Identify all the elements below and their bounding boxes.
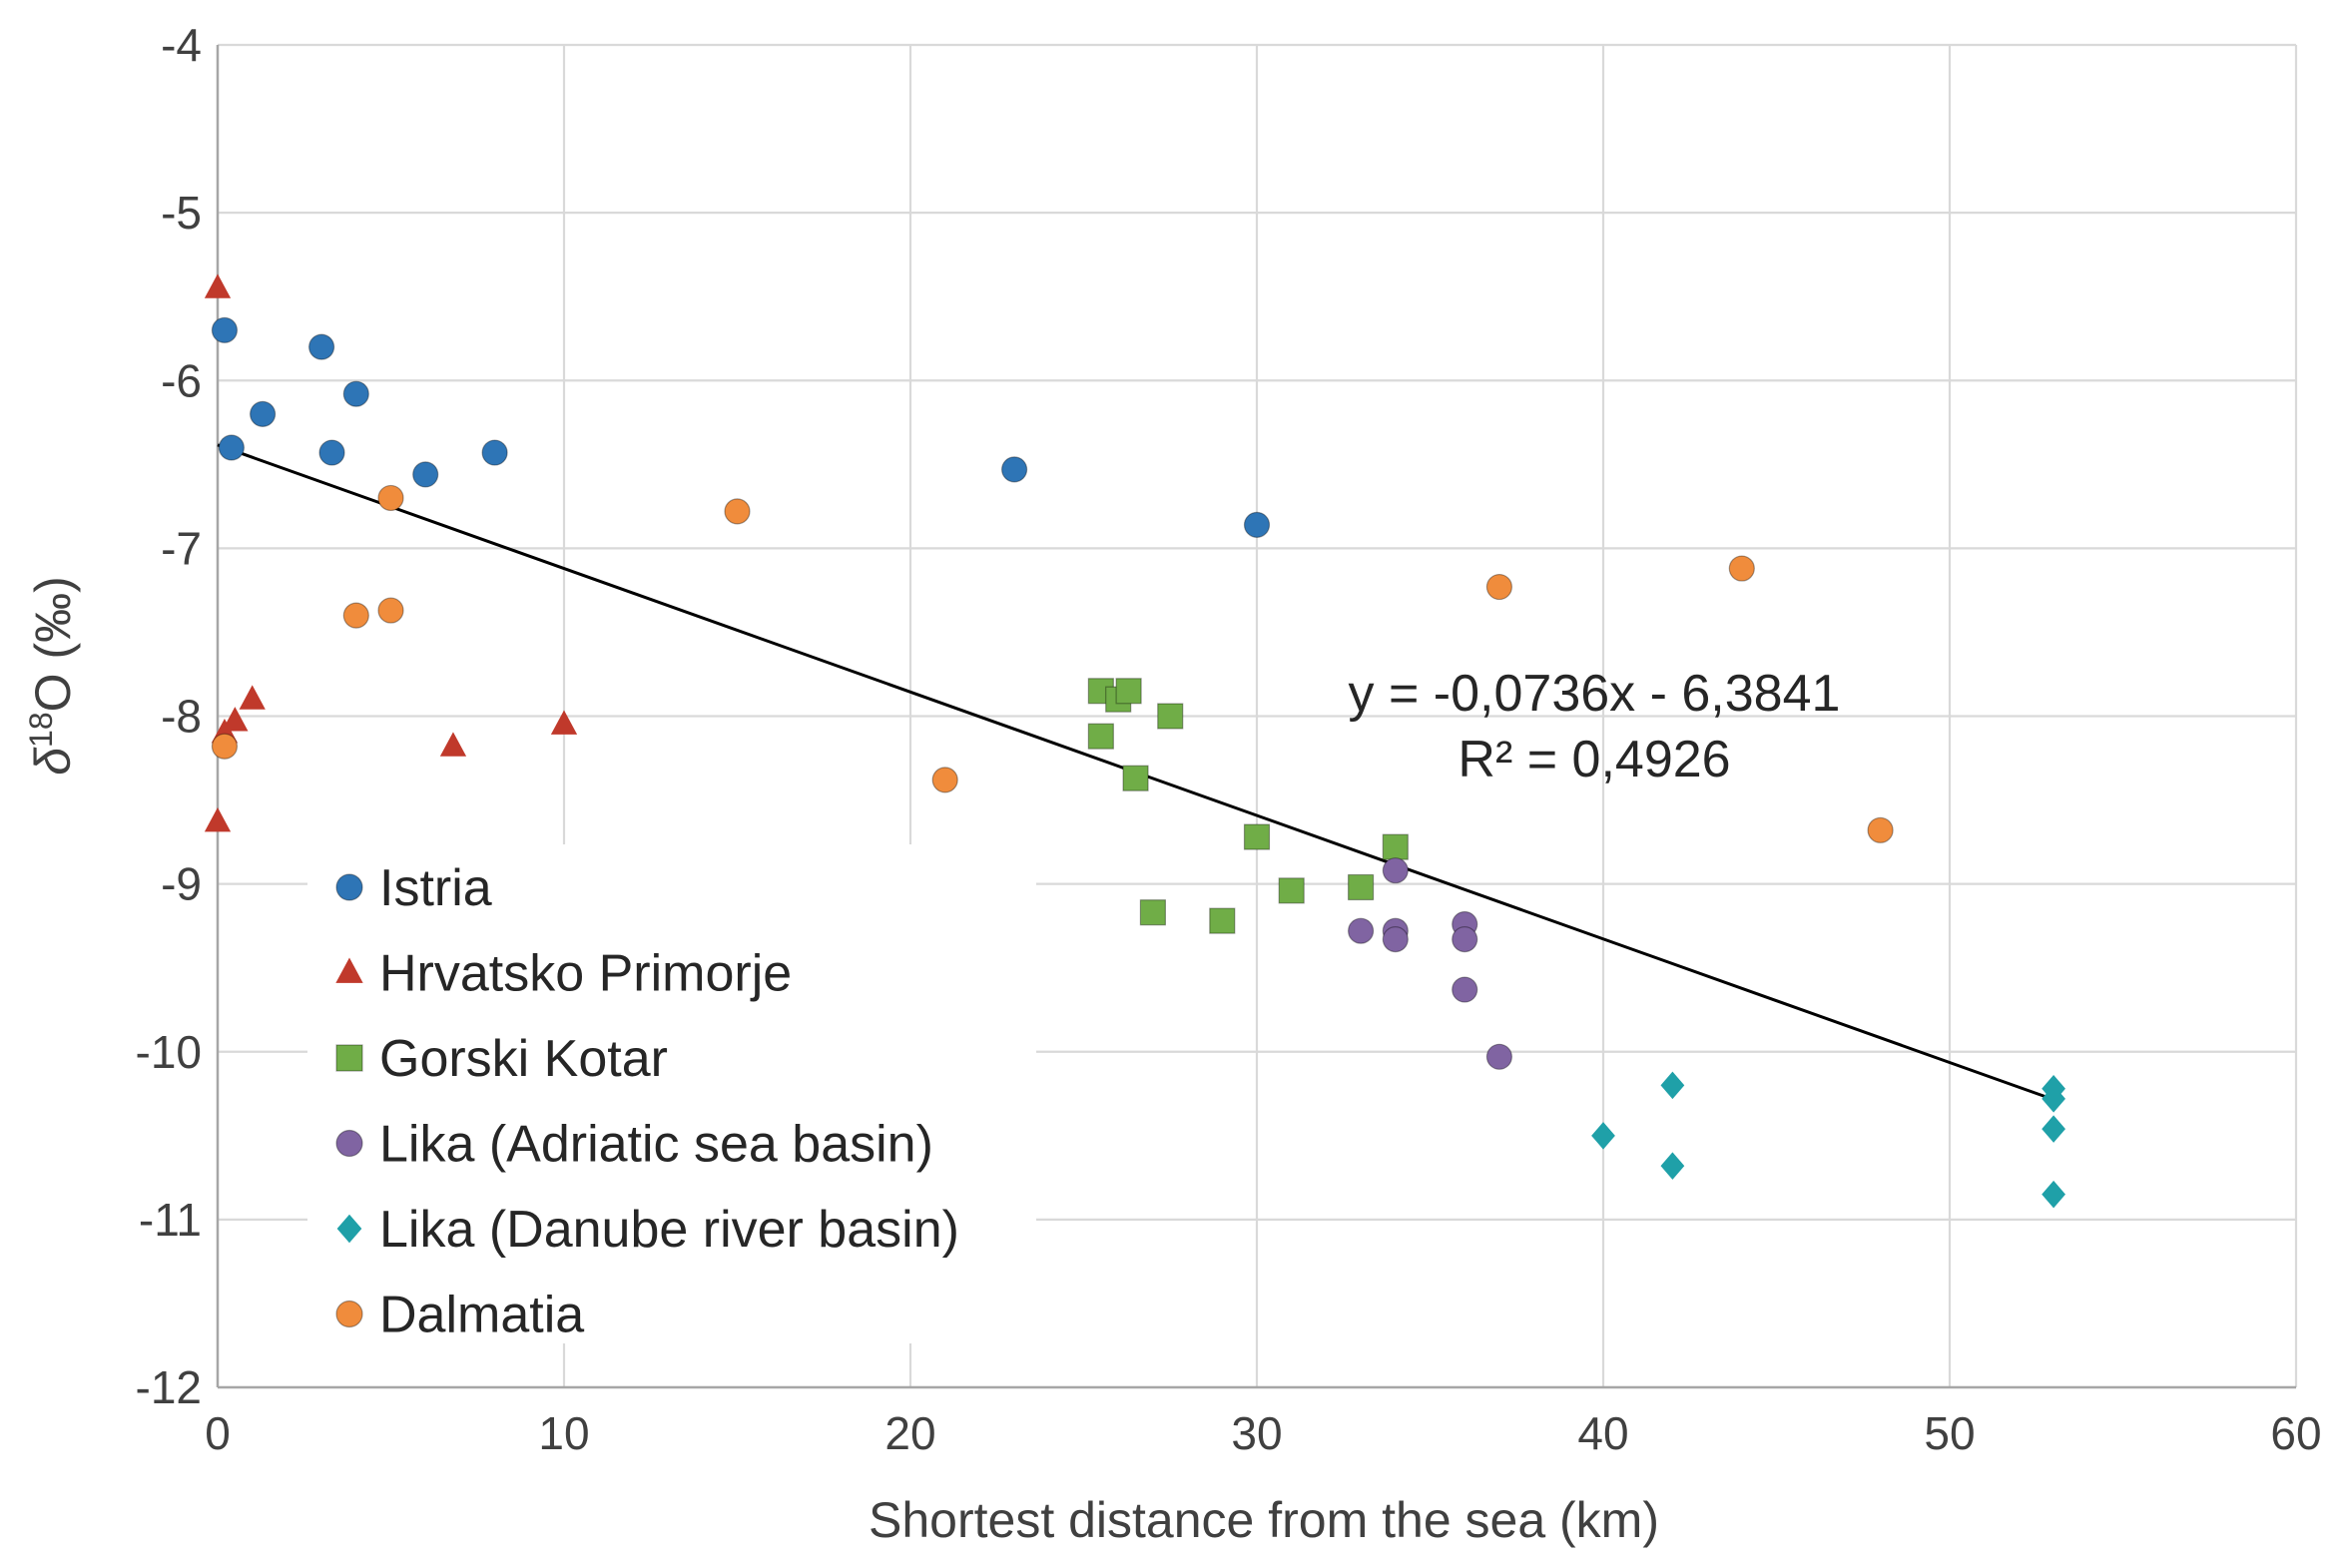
x-tick-label: 0 — [205, 1407, 231, 1459]
data-point — [1157, 703, 1184, 730]
data-point — [412, 461, 439, 488]
x-tick-label: 50 — [1924, 1407, 1975, 1459]
series-gorski-kotar — [1087, 678, 1409, 934]
data-point — [1382, 857, 1409, 884]
data-point — [377, 484, 404, 512]
data-point — [1122, 765, 1149, 791]
data-point — [1452, 926, 1478, 953]
legend-label: Gorski Kotar — [379, 1030, 668, 1088]
data-point — [1243, 823, 1271, 850]
data-point — [377, 597, 404, 624]
y-tick-label: -4 — [161, 19, 202, 71]
y-tick-label: -7 — [161, 522, 202, 574]
y-axis-title: δ18O (‰) — [23, 576, 81, 775]
data-point — [308, 333, 335, 360]
trendline-r-squared: R² = 0,4926 — [1458, 731, 1730, 788]
x-tick-label: 60 — [2270, 1407, 2321, 1459]
data-point — [1209, 907, 1236, 934]
y-axis-title-delta: δ — [25, 747, 81, 776]
data-point — [1278, 877, 1305, 904]
legend-marker — [335, 873, 363, 901]
data-point — [724, 498, 751, 525]
data-point — [1382, 833, 1409, 860]
data-point — [1087, 723, 1114, 750]
x-tick-label: 40 — [1577, 1407, 1628, 1459]
data-point — [1660, 1152, 1685, 1180]
series-dalmatia — [211, 484, 1894, 843]
data-point — [2042, 1115, 2065, 1143]
data-point — [1485, 573, 1513, 601]
series-lika-adriatic-sea-basin — [1347, 857, 1513, 1070]
y-axis-title-sup: 18 — [23, 712, 59, 748]
series-istria — [211, 316, 1271, 538]
y-axis-title-rest: O (‰) — [25, 576, 81, 712]
data-point — [550, 710, 578, 735]
legend-marker — [335, 1129, 363, 1158]
data-point — [1382, 926, 1409, 953]
data-point — [1347, 917, 1375, 944]
data-point — [211, 316, 239, 343]
axes — [216, 45, 2296, 1389]
data-point — [1485, 1043, 1513, 1070]
legend-marker — [335, 1300, 363, 1328]
legend-label: Dalmatia — [379, 1287, 584, 1344]
y-tick-label: -10 — [136, 1026, 202, 1078]
data-point — [1728, 555, 1755, 582]
data-point — [1591, 1122, 1615, 1150]
x-tick-label: 20 — [884, 1407, 935, 1459]
data-point — [931, 767, 958, 793]
legend-marker — [335, 1044, 363, 1072]
data-point — [318, 439, 345, 466]
y-tick-label: -8 — [161, 691, 202, 743]
tick-labels: 0 10 20 30 40 50 60 -12 -11 -10 -9 -8 -7 -6 -5 -4 — [136, 19, 2322, 1459]
data-point — [1867, 816, 1894, 843]
data-point — [1452, 976, 1478, 1003]
legend-label: Lika (Adriatic sea basin) — [379, 1116, 933, 1174]
legend-marker — [336, 1214, 362, 1244]
data-point — [439, 732, 467, 757]
data-point — [2042, 1180, 2065, 1209]
x-axis-title: Shortest distance from the sea (km) — [869, 1492, 1659, 1548]
data-point — [222, 707, 249, 732]
series-lika-danube-river-basin — [1591, 1071, 2065, 1209]
x-tick-label: 30 — [1231, 1407, 1282, 1459]
data-point — [1347, 873, 1375, 901]
y-tick-label: -9 — [161, 858, 202, 910]
y-tick-label: -6 — [161, 354, 202, 406]
legend-label: Istria — [379, 859, 492, 917]
legend-marker — [335, 957, 363, 983]
data-point — [1660, 1071, 1685, 1100]
data-point — [204, 807, 232, 832]
data-point — [1115, 678, 1142, 705]
trendline-equation: y = -0,0736x - 6,3841 — [1349, 665, 1841, 723]
y-tick-label: -5 — [161, 187, 202, 239]
data-point — [239, 685, 266, 710]
data-point — [2042, 1085, 2065, 1113]
y-tick-label: -12 — [136, 1361, 202, 1413]
data-point — [342, 380, 369, 407]
data-point — [218, 434, 245, 461]
legend-background — [307, 844, 1036, 1343]
data-point — [204, 273, 232, 298]
data-point — [1139, 899, 1167, 926]
data-point — [342, 602, 369, 629]
data-point — [481, 439, 508, 466]
legend: Istria Hrvatsko Primorje Gorski Kotar Lika … — [307, 844, 1036, 1344]
y-tick-label: -11 — [139, 1194, 202, 1246]
data-points — [204, 273, 2065, 1209]
data-point — [211, 733, 239, 760]
data-point — [1000, 456, 1028, 483]
legend-label: Hrvatsko Primorje — [379, 945, 792, 1003]
legend-label: Lika (Danube river basin) — [379, 1201, 959, 1259]
data-point — [1243, 511, 1271, 538]
x-tick-label: 10 — [538, 1407, 589, 1459]
data-point — [250, 400, 277, 427]
